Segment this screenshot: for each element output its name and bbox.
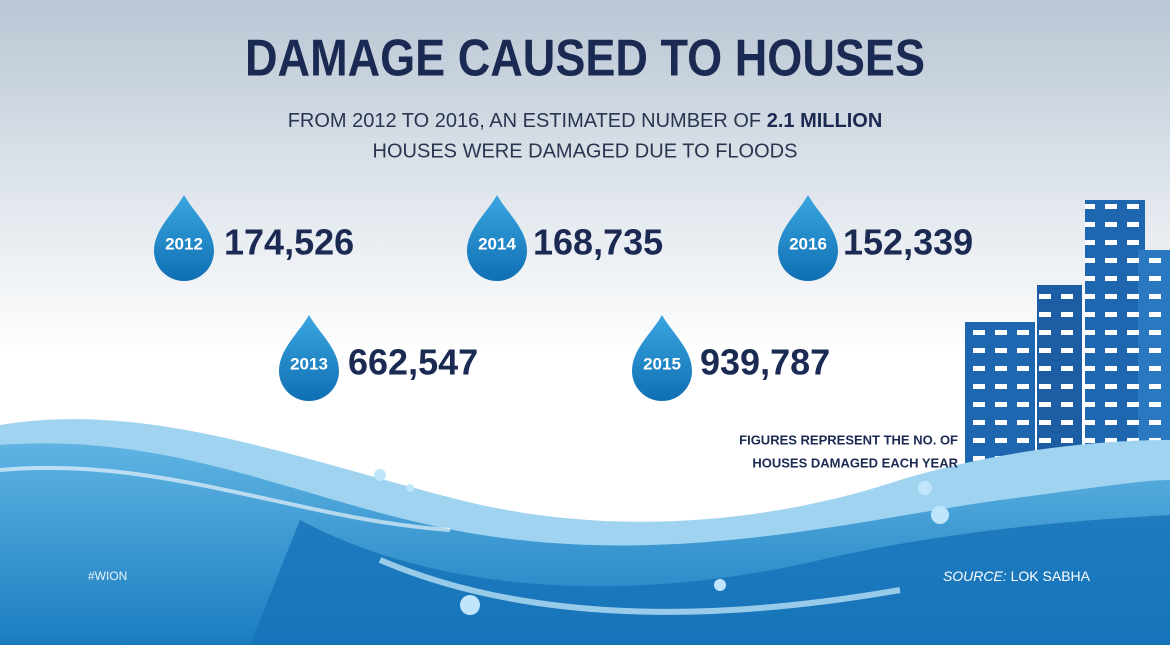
stat: 2016 152,339 [778,195,973,281]
year: 2012 [165,234,203,253]
drop-icon [778,195,838,281]
stat: 2013 662,547 [279,315,478,401]
year: 2013 [290,354,328,373]
value: 174,526 [224,222,354,263]
subtitle: FROM 2012 TO 2016, AN ESTIMATED NUMBER O… [288,110,883,132]
waves [0,419,1170,645]
source-label: SOURCE: [943,568,1007,584]
value: 152,339 [843,222,973,263]
hashtag: #WION [88,569,127,583]
note: HOUSES DAMAGED EACH YEAR [752,455,958,470]
subtitle: HOUSES WERE DAMAGED DUE TO FLOODS [373,140,798,162]
drop-icon [279,315,339,401]
stat: 2014 168,735 [467,195,663,281]
value: 168,735 [533,222,663,263]
source-text: LOK SABHA [1011,568,1091,584]
note: FIGURES REPRESENT THE NO. OF [739,432,958,447]
title: DAMAGE CAUSED TO HOUSES [245,30,925,88]
buildings [965,200,1170,472]
value: 662,547 [348,342,478,383]
subtitle-highlight: 2.1 MILLION [767,110,883,132]
drop-icon [632,315,692,401]
year: 2016 [789,234,827,253]
drop-icon [467,195,527,281]
year: 2015 [643,354,681,373]
value: 939,787 [700,342,830,383]
year: 2014 [478,234,516,253]
source: SOURCE: LOK SABHA [943,568,1091,584]
stat: 2015 939,787 [632,315,830,401]
stat: 2012 174,526 [154,195,354,281]
subtitle-text: FROM 2012 TO 2016, AN ESTIMATED NUMBER O… [288,110,761,132]
drop-icon [154,195,214,281]
